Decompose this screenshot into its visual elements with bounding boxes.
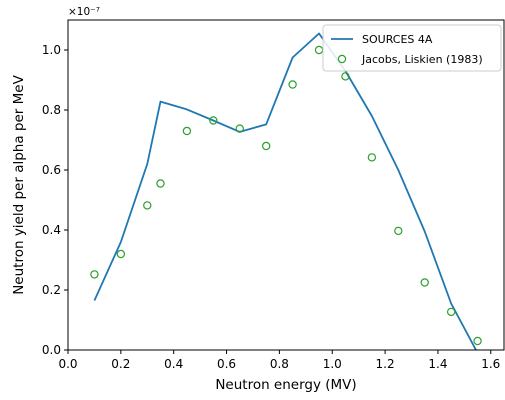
- x-tick-label: 0.4: [164, 357, 183, 371]
- x-tick-label: 0.8: [270, 357, 289, 371]
- y-tick-label: 1.0: [42, 43, 61, 57]
- x-tick-label: 0.6: [217, 357, 236, 371]
- y-tick-label: 0.6: [42, 163, 61, 177]
- x-tick-label: 0.2: [111, 357, 130, 371]
- y-tick-label: 0.4: [42, 223, 61, 237]
- legend: SOURCES 4A Jacobs, Liskien (1983): [323, 25, 501, 71]
- x-tick-label: 1.2: [376, 357, 395, 371]
- legend-label: SOURCES 4A: [362, 33, 433, 46]
- x-tick-label: 0.0: [58, 357, 77, 371]
- y-tick-label: 0.0: [42, 343, 61, 357]
- x-tick-label: 1.4: [428, 357, 447, 371]
- y-tick-label: 0.8: [42, 103, 61, 117]
- y-axis-scale-label: ×10⁻⁷: [68, 6, 100, 18]
- y-tick-label: 0.2: [42, 283, 61, 297]
- legend-label: Jacobs, Liskien (1983): [361, 53, 483, 66]
- x-tick-label: 1.0: [323, 357, 342, 371]
- y-axis-title: Neutron yield per alpha per MeV: [11, 74, 27, 294]
- x-axis-title: Neutron energy (MV): [215, 377, 356, 393]
- x-tick-label: 1.6: [481, 357, 500, 371]
